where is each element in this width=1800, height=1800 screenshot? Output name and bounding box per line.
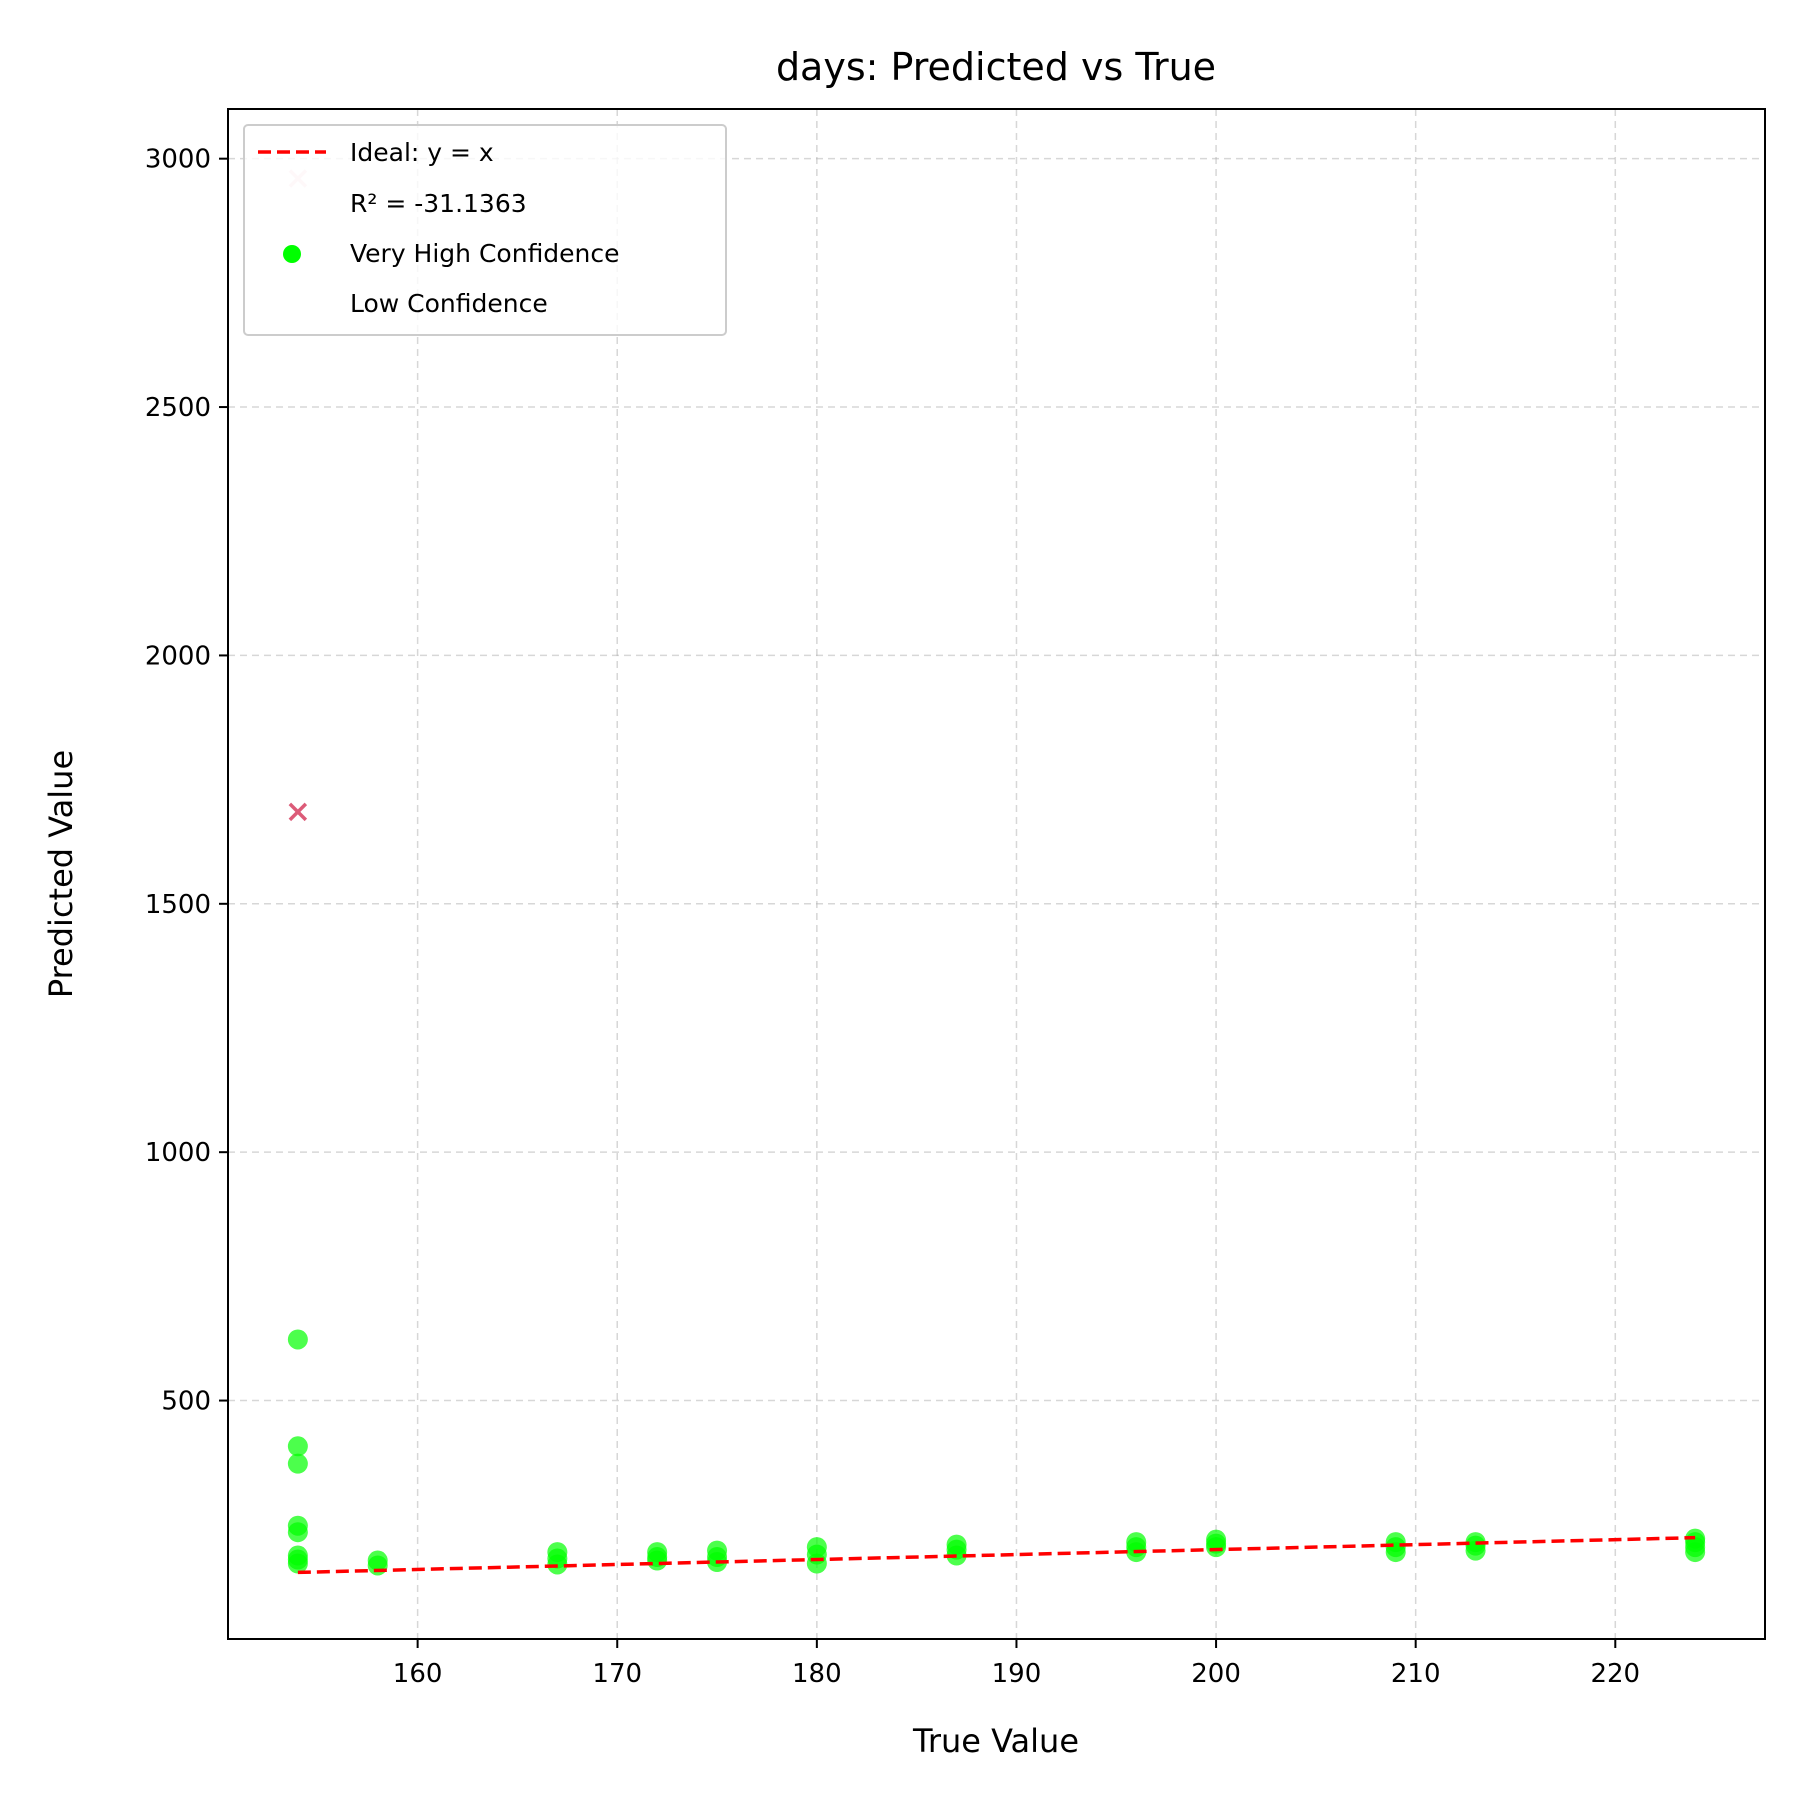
ideal-line	[297, 1535, 1696, 1575]
y-tick-label: 1500	[145, 890, 211, 920]
x-tick-label: 160	[393, 1659, 443, 1689]
x-tick-label: 210	[1391, 1659, 1441, 1689]
y-tick-label: 500	[161, 1387, 211, 1417]
data-point-very-high	[287, 1329, 308, 1350]
legend: Ideal: y = x R² = -31.1363 Very High Con…	[243, 124, 727, 336]
x-axis-label: True Value	[912, 1722, 1079, 1760]
x-tick-label: 170	[592, 1659, 642, 1689]
data-point-very-high	[287, 1515, 308, 1536]
data-point-very-high	[1206, 1529, 1227, 1550]
x-tick-label: 200	[1191, 1659, 1241, 1689]
data-point-low	[288, 802, 308, 822]
data-point-very-high	[547, 1542, 568, 1563]
data-point-very-high	[367, 1550, 388, 1571]
data-point-very-high	[1385, 1532, 1406, 1553]
data-point-very-high	[806, 1537, 827, 1558]
data-point-very-high	[707, 1540, 728, 1561]
y-tick-label: 3000	[145, 145, 211, 175]
chart-title: days: Predicted vs True	[776, 45, 1216, 89]
data-point-very-high	[287, 1545, 308, 1566]
x-marker-stroke	[288, 802, 308, 822]
ticks: 160 170 180 190 200 210 220 500 1000 1500 2000 2500…	[145, 145, 1640, 1689]
data-point-very-high	[946, 1534, 967, 1555]
x-tick-label: 190	[992, 1659, 1042, 1689]
y-tick-label: 2500	[145, 393, 211, 423]
y-tick-label: 1000	[145, 1138, 211, 1168]
legend-ideal-label: Ideal: y = x	[350, 138, 494, 167]
x-tick-label: 220	[1590, 1659, 1640, 1689]
legend-r2-label: R² = -31.1363	[350, 189, 527, 218]
data-point-very-high	[1126, 1532, 1147, 1553]
y-axis-label: Predicted Value	[42, 750, 80, 998]
data-point-very-high	[647, 1542, 668, 1563]
legend-very-high-marker	[283, 245, 301, 263]
x-tick-label: 180	[792, 1659, 842, 1689]
legend-box	[243, 124, 727, 336]
y-tick-label: 2000	[145, 641, 211, 671]
plot-frame	[227, 108, 1766, 1640]
data-point-very-high	[287, 1453, 308, 1474]
data-point-very-high	[287, 1436, 308, 1457]
legend-low-label: Low Confidence	[350, 289, 548, 318]
legend-very-high-label: Very High Confidence	[350, 239, 620, 268]
